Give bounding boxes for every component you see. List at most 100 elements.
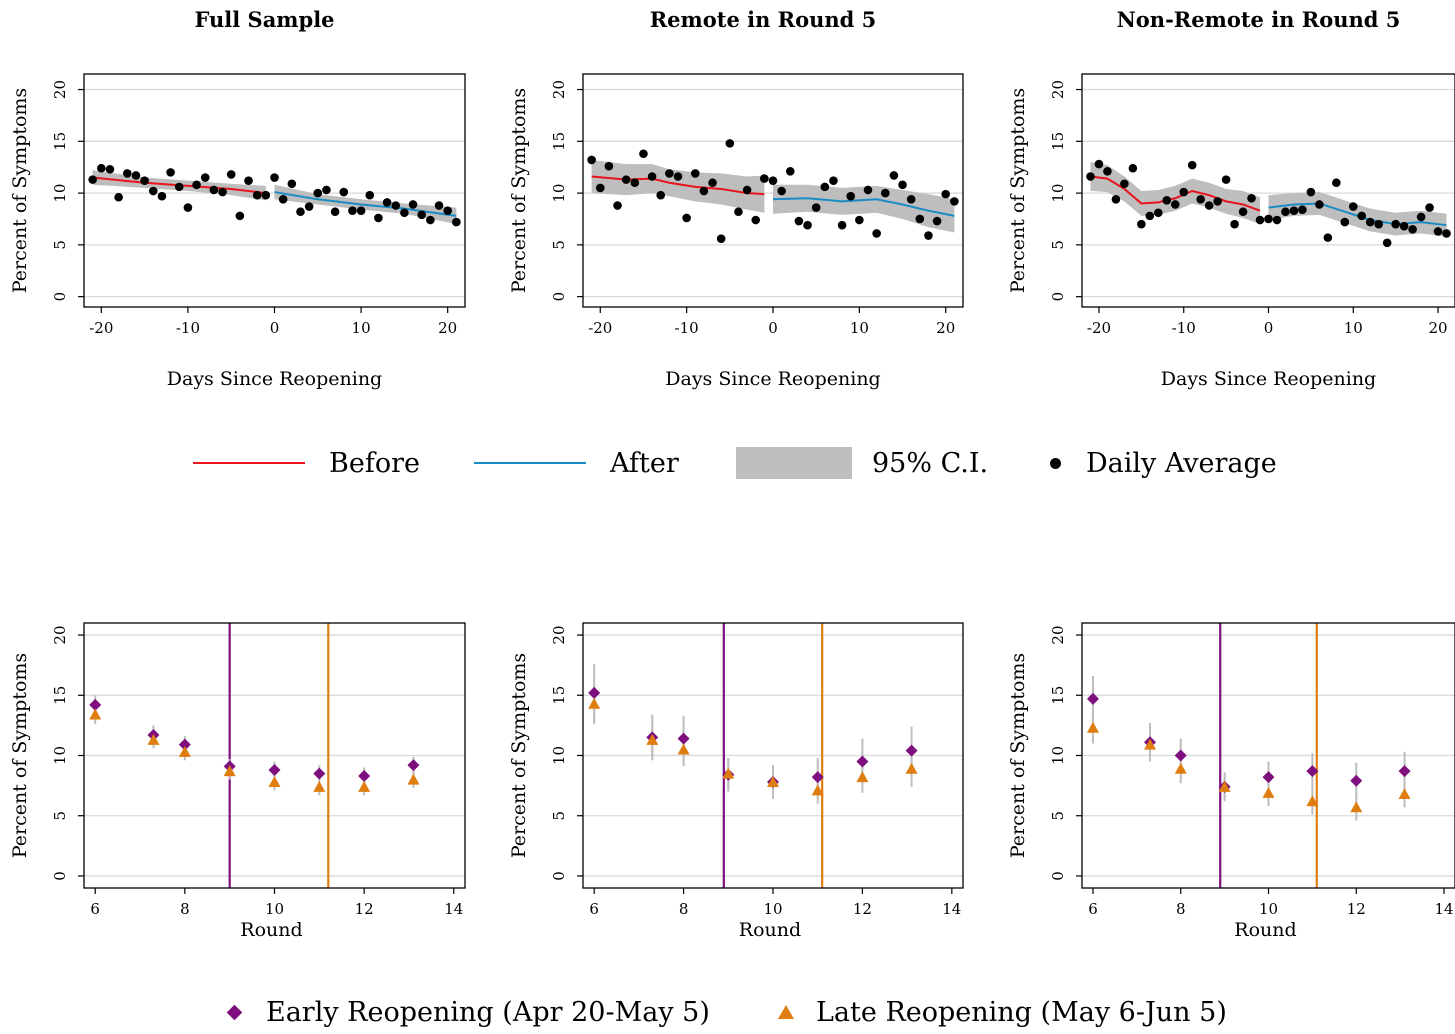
chart-panel-3: -20 -10 0 10 20 0 5 10 15 20 Days Since Reopening P… — [1007, 7, 1455, 390]
daily-average-point — [656, 190, 666, 200]
x-tick-label: 10 — [850, 319, 869, 337]
daily-average-point — [356, 206, 366, 215]
daily-average-point — [339, 187, 349, 197]
chart-panel-2: -20 -10 0 10 20 0 5 10 15 20 Days Since Reopening P… — [508, 7, 964, 390]
daily-average-point — [587, 155, 596, 165]
x-tick-label: 12 — [853, 900, 872, 918]
early-reopening-point — [407, 759, 420, 772]
daily-average-point — [647, 172, 657, 181]
daily-average-point — [613, 201, 622, 210]
y-tick-label: 5 — [51, 811, 69, 821]
before-ci-band — [1090, 162, 1261, 225]
late-reopening-point — [767, 776, 779, 787]
legend-daily-dot — [1050, 457, 1061, 469]
daily-average-point — [443, 206, 452, 215]
x-tick-label: 8 — [679, 900, 689, 918]
legend-ci-label: 95% C.I. — [872, 447, 989, 479]
chart-panel-5: 6 8 10 12 14 0 5 10 15 20 Round Percent of Symptoms — [508, 622, 964, 941]
daily-average-point — [270, 173, 279, 182]
x-tick-label: 10 — [1344, 319, 1363, 337]
y-tick-label: 5 — [550, 811, 568, 821]
plot-area — [1086, 159, 1451, 248]
daily-average-point — [244, 176, 253, 185]
daily-average-point — [105, 164, 115, 174]
y-tick-label: 10 — [51, 184, 69, 203]
daily-average-point — [1382, 238, 1392, 248]
daily-average-point — [1281, 207, 1290, 217]
y-tick-label: 20 — [51, 80, 69, 99]
y-tick-label: 20 — [1049, 80, 1067, 99]
y-tick-label: 10 — [550, 746, 568, 765]
legend-early-label: Early Reopening (Apr 20-May 5) — [266, 996, 710, 1028]
daily-average-point — [785, 167, 795, 176]
late-reopening-point — [1174, 762, 1187, 774]
y-tick-label: 5 — [550, 240, 568, 250]
daily-average-point — [803, 220, 812, 230]
x-tick-label: 0 — [1264, 319, 1274, 337]
daily-average-point — [699, 186, 709, 196]
x-tick-label: 8 — [1176, 900, 1186, 918]
daily-average-point — [287, 179, 297, 189]
daily-average-point — [434, 201, 444, 210]
x-tick-label: -20 — [1087, 319, 1111, 337]
late-reopening-point — [811, 784, 824, 796]
x-tick-label: 14 — [444, 900, 463, 918]
early-reopening-point — [588, 686, 601, 699]
legend-after: After — [474, 440, 679, 486]
daily-average-point — [915, 214, 925, 224]
y-tick-label: 0 — [550, 292, 568, 302]
daily-average-point — [604, 161, 614, 171]
daily-average-point — [417, 210, 427, 220]
daily-average-point — [716, 234, 726, 243]
x-tick-label: 8 — [180, 900, 190, 918]
daily-average-point — [1255, 215, 1265, 225]
daily-average-point — [846, 191, 856, 201]
daily-average-point — [1298, 205, 1307, 214]
daily-average-point — [734, 207, 743, 217]
daily-average-point — [768, 176, 778, 185]
plot-area — [89, 623, 420, 888]
y-tick-label: 15 — [51, 686, 69, 705]
y-tick-label: 0 — [1049, 871, 1067, 881]
late-reopening-point — [178, 745, 191, 757]
daily-average-point — [872, 229, 881, 238]
daily-average-point — [621, 175, 631, 184]
after-ci-band — [773, 184, 955, 233]
y-tick-label: 15 — [550, 132, 568, 151]
daily-average-point — [1399, 221, 1409, 231]
daily-average-point — [235, 211, 245, 221]
x-axis-label: Round — [240, 919, 302, 941]
top-legend: Before After 95% C.I. Daily Average — [0, 440, 1455, 486]
early-reopening-point — [856, 755, 869, 768]
x-tick-label: 6 — [589, 900, 599, 918]
y-axis-label: Percent of Symptoms — [1007, 653, 1029, 858]
daily-average-point — [114, 192, 123, 202]
legend-late-triangle — [778, 1005, 794, 1019]
daily-average-point — [760, 174, 769, 183]
daily-average-point — [313, 188, 323, 198]
late-reopening-point — [147, 733, 160, 745]
legend-early: Early Reopening (Apr 20-May 5) — [226, 992, 710, 1032]
daily-average-point — [1094, 159, 1104, 169]
daily-average-point — [122, 169, 132, 178]
legend-early-diamond — [226, 1004, 243, 1020]
legend-after-line — [474, 462, 586, 464]
late-reopening-point — [905, 762, 918, 774]
x-tick-label: 0 — [270, 319, 280, 337]
daily-average-point — [1120, 179, 1129, 189]
daily-average-point — [1128, 163, 1138, 173]
daily-average-point — [1442, 229, 1451, 238]
legend-before-label: Before — [329, 447, 420, 479]
x-tick-label: -10 — [176, 319, 200, 337]
daily-average-point — [131, 171, 141, 180]
daily-average-point — [863, 185, 873, 195]
y-tick-label: 20 — [51, 625, 69, 644]
daily-average-point — [932, 216, 942, 226]
daily-average-point — [365, 190, 375, 200]
x-tick-label: -20 — [588, 319, 612, 337]
daily-average-point — [820, 182, 830, 192]
daily-average-point — [426, 215, 435, 225]
daily-average-point — [794, 216, 804, 226]
daily-average-point — [639, 149, 648, 159]
daily-average-point — [97, 163, 106, 173]
